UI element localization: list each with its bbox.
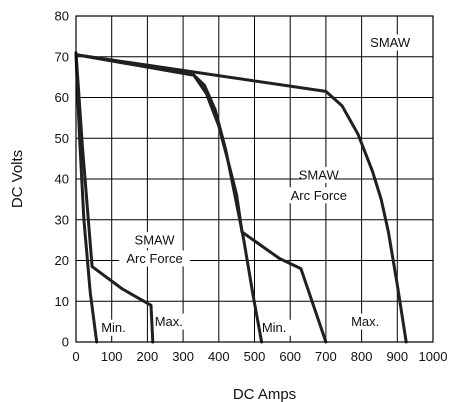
x-tick-label: 200 [137,349,159,364]
annotation-background [256,319,292,336]
annotation-label: Arc Force [291,188,347,203]
annotation-background [137,232,172,249]
volt-amp-curve [74,53,328,344]
x-tick-label: 900 [386,349,408,364]
annotations: SMAW SMAW Arc Force SMAW Arc Force Min. Max. Mi… [101,35,411,335]
annotation-background [151,313,187,330]
y-tick-label: 70 [55,49,69,64]
series-group [74,51,408,344]
y-tick-label: 10 [55,294,69,309]
y-tick-label: 20 [55,253,69,268]
x-tick-label: 700 [315,349,337,364]
x-tick-label: 500 [244,349,266,364]
volt-amp-curve [74,51,155,344]
annotation-background [119,250,190,267]
x-tick-label: 300 [172,349,194,364]
y-tick-label: 60 [55,90,69,105]
annotation-background [96,319,131,336]
x-tick-label: 0 [72,349,79,364]
y-tick-label: 50 [55,131,69,146]
annotation-background [283,187,355,204]
annotation-label: Min. [101,320,126,335]
y-axis-title: DC Volts [9,150,26,208]
x-axis-ticks: 0 100 200 300 400 500 600 700 800 900 1000 [72,349,447,364]
volt-amp-curve [74,53,99,344]
annotation-label: SMAW [299,167,340,182]
plot-frame [75,15,434,343]
x-tick-label: 100 [101,349,123,364]
y-tick-label: 80 [55,9,69,24]
x-tick-label: 800 [351,349,373,364]
annotation-label: Min. [262,320,287,335]
annotation-background [372,34,408,51]
y-axis-ticks: 0 10 20 30 40 50 60 70 80 [55,9,69,350]
annotation-background [301,166,337,183]
x-tick-label: 600 [279,349,301,364]
y-tick-label: 40 [55,172,69,187]
y-tick-label: 30 [55,212,69,227]
x-tick-label: 400 [208,349,230,364]
annotation-label: SMAW [370,35,411,50]
annotation-label: Max. [351,314,379,329]
volt-amp-curve [74,53,408,344]
x-axis-title: DC Amps [233,386,296,402]
annotation-label: SMAW [135,233,176,248]
x-tick-label: 1000 [419,349,448,364]
annotation-label: Arc Force [126,251,182,266]
annotation-backgrounds [96,34,408,336]
annotation-label: Max. [155,314,183,329]
annotation-background [347,313,383,330]
y-tick-label: 0 [62,335,69,350]
